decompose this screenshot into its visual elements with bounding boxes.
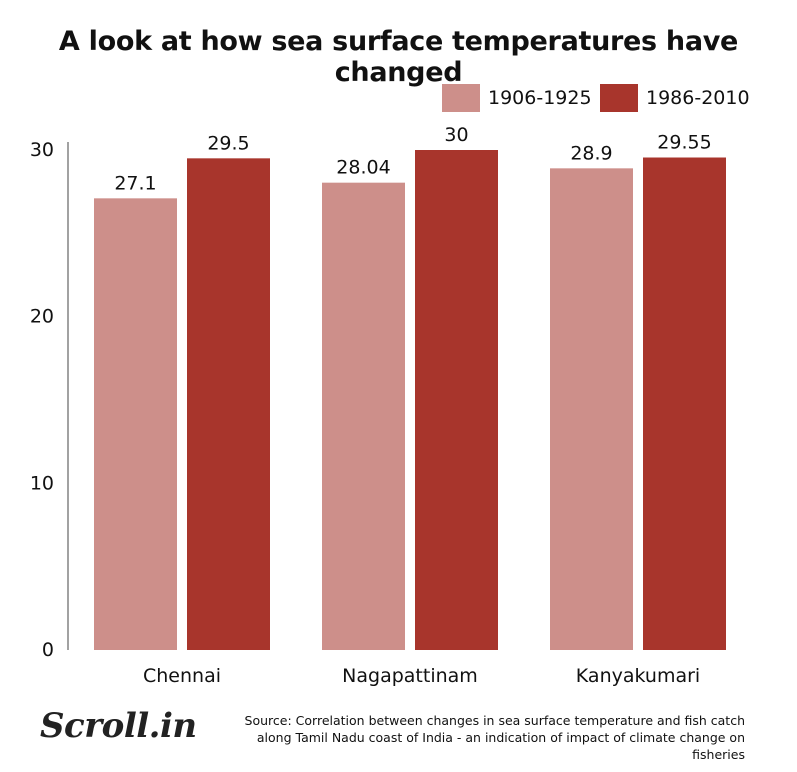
bar-kanyakumari-1906-1925 [550,168,633,651]
bar-chart: 0 10 20 30 27.1 29.5 Chennai 28.04 30 Nagapattina… [30,124,726,687]
y-tick-label: 30 [30,139,54,161]
chart-title: A look at how sea surface temperatures h… [58,26,739,88]
data-label: 28.04 [336,157,390,179]
data-label: 29.5 [207,132,249,154]
x-category-label: Nagapattinam [342,665,478,687]
legend-label-1906-1925: 1906-1925 [488,87,592,109]
x-category-label: Chennai [143,665,221,687]
bar-kanyakumari-1986-2010 [643,157,726,650]
data-label: 27.1 [114,172,156,194]
bar-chennai-1906-1925 [94,198,177,651]
bar-chennai-1986-2010 [187,158,270,651]
source-line-1: Source: Correlation between changes in s… [244,713,745,728]
bar-nagapattinam-1906-1925 [322,182,405,650]
legend-swatch-1906-1925 [442,84,480,112]
legend-item-1906-1925: 1906-1925 [442,84,592,112]
scroll-in-logo: Scroll.in [40,706,197,746]
source-line-2: along Tamil Nadu coast of India - an ind… [256,730,745,762]
y-tick-label: 10 [30,472,54,494]
data-label: 29.55 [657,132,711,154]
x-category-label: Kanyakumari [576,665,700,687]
y-tick-label: 20 [30,306,54,328]
legend-item-1986-2010: 1986-2010 [600,84,750,112]
legend-swatch-1986-2010 [600,84,638,112]
data-label: 28.9 [570,142,612,164]
source-note: Source: Correlation between changes in s… [225,712,745,763]
legend-label-1986-2010: 1986-2010 [646,87,750,109]
bar-nagapattinam-1986-2010 [415,150,498,650]
data-label: 30 [444,124,468,146]
y-tick-label: 0 [42,639,54,661]
